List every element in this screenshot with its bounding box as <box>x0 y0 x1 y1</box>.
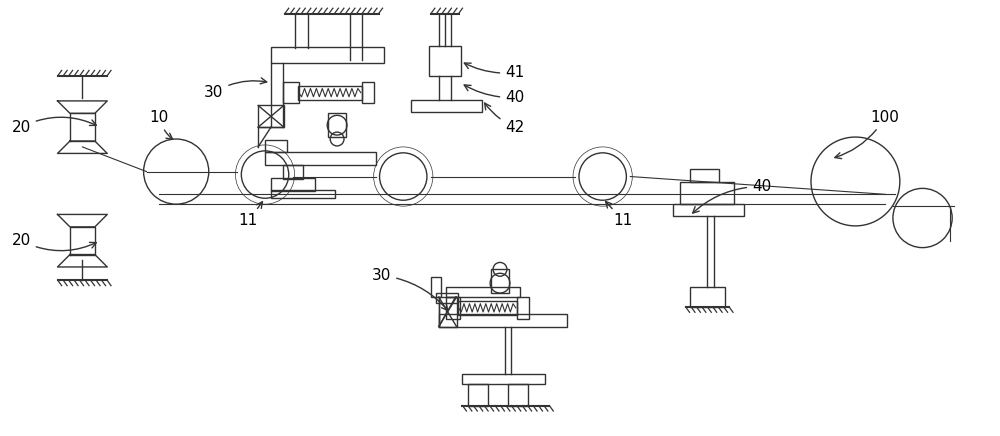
Bar <box>431 277 441 297</box>
Bar <box>283 165 303 178</box>
Bar <box>265 152 376 165</box>
Bar <box>439 297 457 327</box>
Text: 41: 41 <box>464 63 524 80</box>
Bar <box>271 191 335 198</box>
Bar <box>283 82 299 103</box>
Bar <box>439 314 567 327</box>
Bar <box>446 287 520 297</box>
Bar <box>271 177 315 191</box>
Text: 30: 30 <box>372 268 448 310</box>
Text: 42: 42 <box>485 103 524 135</box>
Bar <box>680 182 734 204</box>
Bar <box>429 46 461 76</box>
Bar <box>411 99 482 112</box>
Bar <box>468 384 488 405</box>
Bar <box>517 297 529 319</box>
Bar <box>446 297 460 319</box>
Bar <box>491 269 509 293</box>
Bar <box>673 204 744 216</box>
Bar <box>690 169 719 182</box>
Text: 11: 11 <box>239 202 262 228</box>
Bar <box>362 82 374 103</box>
Text: 100: 100 <box>835 110 899 159</box>
Text: 20: 20 <box>12 117 96 135</box>
Bar <box>690 287 725 307</box>
Text: 20: 20 <box>12 233 96 251</box>
Text: 30: 30 <box>204 78 267 100</box>
Bar <box>328 113 346 137</box>
Bar <box>258 106 284 127</box>
Bar <box>458 301 517 315</box>
Text: 10: 10 <box>150 110 173 140</box>
Bar <box>265 140 287 152</box>
Bar <box>298 86 362 99</box>
Bar <box>436 293 458 303</box>
Bar <box>271 47 384 63</box>
Text: 40: 40 <box>464 85 524 105</box>
Text: 40: 40 <box>693 179 771 213</box>
Bar <box>462 374 545 384</box>
Text: 11: 11 <box>606 201 633 228</box>
Bar <box>508 384 528 405</box>
